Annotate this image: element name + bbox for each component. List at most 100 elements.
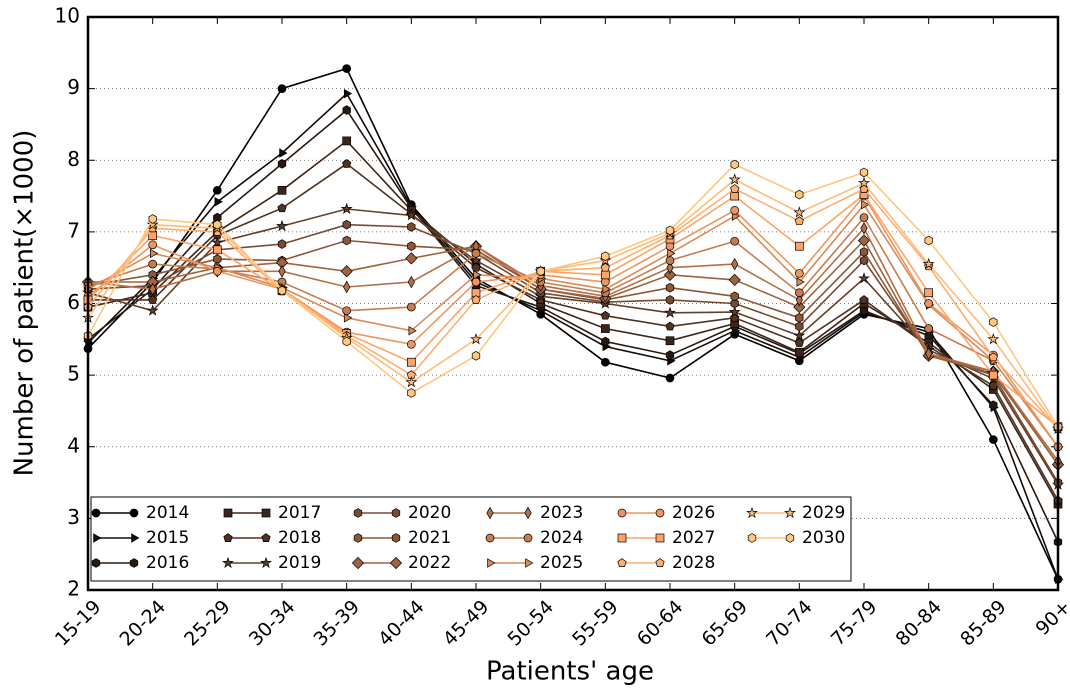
- marker: [277, 84, 287, 93]
- marker: [212, 245, 222, 255]
- marker: [148, 295, 158, 304]
- marker: [277, 239, 287, 249]
- marker: [731, 257, 739, 271]
- legend-marker: [525, 558, 534, 568]
- marker: [600, 310, 610, 320]
- legend-label: 2015: [146, 528, 189, 548]
- legend-marker: [353, 533, 363, 543]
- marker: [665, 321, 675, 331]
- marker: [730, 206, 740, 215]
- marker: [407, 222, 416, 232]
- series-line: [87, 194, 1059, 448]
- legend-label: 2016: [146, 553, 189, 573]
- legend-label: 2027: [672, 528, 715, 548]
- legend-marker: [353, 508, 363, 518]
- marker: [279, 148, 288, 158]
- marker: [667, 248, 676, 259]
- marker: [665, 282, 675, 293]
- marker: [859, 213, 869, 222]
- marker: [471, 262, 481, 272]
- marker: [340, 202, 353, 215]
- marker: [794, 241, 804, 251]
- series-line: [87, 223, 1059, 484]
- legend-label: 2022: [408, 553, 451, 573]
- series-line: [87, 92, 1059, 580]
- marker: [405, 252, 418, 265]
- marker: [794, 269, 804, 278]
- marker: [925, 347, 933, 360]
- marker: [601, 336, 610, 347]
- x-tick-label: 70-74: [762, 596, 817, 651]
- marker: [212, 185, 222, 195]
- marker: [665, 256, 675, 265]
- legend-marker: [485, 533, 495, 543]
- series-line: [87, 193, 1059, 428]
- marker: [795, 321, 804, 332]
- series-line: [87, 208, 1059, 486]
- legend-label: 2014: [146, 503, 189, 523]
- legend-marker: [391, 533, 401, 543]
- marker: [730, 298, 739, 309]
- marker: [665, 373, 675, 383]
- y-tick-label: 8: [67, 147, 80, 171]
- x-tick-label: 90+: [1032, 596, 1070, 640]
- marker: [405, 209, 418, 221]
- marker: [858, 176, 870, 189]
- legend-marker: [655, 508, 665, 518]
- x-tick-label: 60-64: [633, 596, 688, 651]
- marker: [536, 266, 545, 277]
- marker: [277, 203, 287, 213]
- marker: [600, 357, 610, 367]
- marker: [408, 325, 417, 336]
- x-tick-label: 15-19: [51, 596, 106, 651]
- marker: [212, 266, 222, 276]
- marker: [924, 288, 934, 298]
- marker: [793, 300, 806, 314]
- marker: [276, 219, 288, 232]
- marker: [728, 273, 741, 286]
- marker: [859, 295, 869, 304]
- marker: [406, 357, 416, 367]
- marker: [793, 206, 806, 218]
- marker: [794, 338, 804, 347]
- marker: [663, 268, 677, 281]
- marker: [407, 388, 416, 398]
- marker: [988, 352, 998, 362]
- legend-label: 2030: [802, 528, 845, 548]
- legend-label: 2024: [540, 528, 583, 548]
- legend-label: 2028: [672, 553, 715, 573]
- x-tick-label: 50-54: [503, 596, 558, 651]
- marker: [665, 241, 675, 251]
- y-tick-label: 3: [67, 505, 80, 529]
- marker: [471, 277, 481, 287]
- marker: [793, 329, 806, 341]
- marker: [278, 264, 286, 278]
- marker: [148, 214, 157, 224]
- marker: [148, 240, 158, 250]
- y-axis-label: Number of patient(×1000): [10, 130, 40, 477]
- marker: [728, 173, 741, 185]
- marker: [666, 261, 674, 274]
- marker: [471, 350, 481, 361]
- marker: [795, 189, 804, 200]
- legend-marker: [785, 533, 795, 543]
- x-tick-label: 85-89: [956, 596, 1011, 651]
- marker: [471, 295, 481, 304]
- marker: [406, 339, 416, 349]
- marker: [665, 336, 675, 346]
- legend-marker: [747, 533, 757, 543]
- y-tick-label: 2: [67, 577, 80, 601]
- marker: [664, 306, 676, 318]
- legend-marker: [131, 533, 140, 543]
- marker: [794, 347, 804, 357]
- marker: [342, 219, 351, 230]
- marker: [728, 305, 741, 318]
- series-line: [87, 178, 1059, 430]
- marker: [730, 191, 740, 201]
- marker: [794, 216, 804, 226]
- legend-label: 2017: [278, 503, 321, 523]
- legend-marker: [523, 533, 533, 543]
- x-tick-label: 40-44: [374, 596, 429, 651]
- legend-marker: [261, 508, 271, 518]
- marker: [665, 295, 675, 305]
